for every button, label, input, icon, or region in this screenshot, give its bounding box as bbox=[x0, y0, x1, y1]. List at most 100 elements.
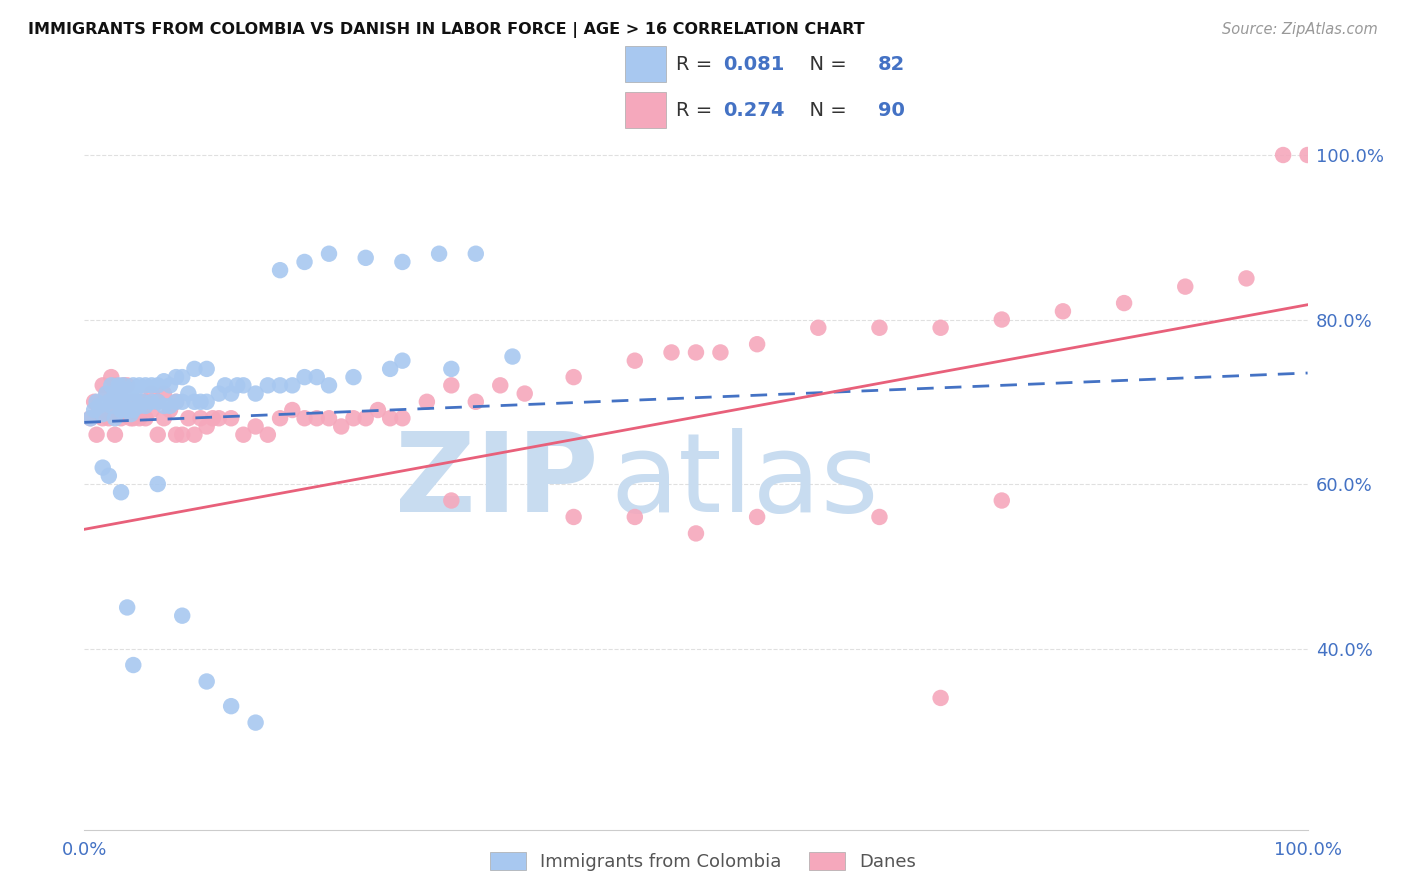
Point bbox=[125, 394, 148, 409]
Point bbox=[305, 411, 328, 425]
Point bbox=[146, 378, 169, 392]
Point bbox=[153, 411, 176, 425]
Point bbox=[330, 419, 353, 434]
Point bbox=[125, 383, 148, 397]
Point bbox=[165, 427, 187, 442]
Point bbox=[281, 378, 304, 392]
Point bbox=[96, 386, 118, 401]
Point bbox=[318, 246, 340, 260]
Point bbox=[219, 699, 242, 714]
Point bbox=[120, 407, 142, 421]
Point bbox=[107, 386, 129, 401]
Point bbox=[183, 394, 205, 409]
Point bbox=[87, 399, 110, 413]
Point bbox=[115, 600, 138, 615]
Point bbox=[380, 362, 402, 376]
Point bbox=[489, 378, 512, 392]
Point bbox=[354, 411, 377, 425]
Point bbox=[269, 378, 291, 392]
Point bbox=[141, 378, 163, 392]
Text: 0.081: 0.081 bbox=[723, 55, 785, 74]
Point bbox=[107, 394, 129, 409]
Text: R =: R = bbox=[676, 101, 718, 120]
Point bbox=[391, 255, 413, 269]
Text: IMMIGRANTS FROM COLOMBIA VS DANISH IN LABOR FORCE | AGE > 16 CORRELATION CHART: IMMIGRANTS FROM COLOMBIA VS DANISH IN LA… bbox=[28, 22, 865, 38]
Point bbox=[318, 411, 340, 425]
Point bbox=[132, 394, 155, 409]
Point bbox=[159, 378, 181, 392]
Point bbox=[79, 411, 101, 425]
Point bbox=[172, 394, 194, 409]
Point bbox=[165, 394, 187, 409]
Point bbox=[354, 251, 377, 265]
Point bbox=[104, 427, 127, 442]
Point bbox=[219, 386, 242, 401]
Point bbox=[440, 493, 463, 508]
Point bbox=[624, 510, 647, 524]
Point bbox=[869, 320, 891, 334]
Point bbox=[562, 370, 585, 384]
Point bbox=[110, 403, 132, 417]
Point bbox=[135, 399, 157, 413]
Point bbox=[380, 411, 402, 425]
Point bbox=[208, 386, 231, 401]
Point bbox=[125, 394, 148, 409]
Point bbox=[96, 386, 118, 401]
Point bbox=[177, 411, 200, 425]
Point bbox=[115, 403, 138, 417]
Point bbox=[100, 370, 122, 384]
Point bbox=[97, 411, 120, 425]
Point bbox=[120, 411, 142, 425]
Bar bbox=[626, 45, 665, 82]
Point bbox=[294, 255, 316, 269]
Point bbox=[110, 394, 132, 409]
Point bbox=[464, 246, 486, 260]
Point bbox=[807, 320, 830, 334]
Point bbox=[318, 378, 340, 392]
Point bbox=[226, 378, 249, 392]
Point bbox=[153, 374, 176, 388]
Point bbox=[172, 608, 194, 623]
Point bbox=[104, 386, 127, 401]
Point bbox=[91, 378, 114, 392]
Point bbox=[464, 394, 486, 409]
Point bbox=[562, 510, 585, 524]
Point bbox=[86, 427, 108, 442]
Text: 0.274: 0.274 bbox=[723, 101, 785, 120]
Point bbox=[208, 411, 231, 425]
Point bbox=[183, 427, 205, 442]
Text: N =: N = bbox=[797, 55, 853, 74]
Point bbox=[110, 383, 132, 397]
Point bbox=[146, 477, 169, 491]
Point bbox=[513, 386, 536, 401]
Point bbox=[195, 362, 218, 376]
Point bbox=[79, 411, 101, 425]
Point bbox=[257, 427, 280, 442]
Point bbox=[685, 526, 707, 541]
Point bbox=[245, 386, 267, 401]
Point bbox=[190, 411, 212, 425]
Point bbox=[104, 403, 127, 417]
Point bbox=[120, 386, 142, 401]
Point bbox=[122, 403, 145, 417]
Point bbox=[115, 394, 138, 409]
Point bbox=[100, 378, 122, 392]
Point bbox=[159, 403, 181, 417]
Point bbox=[929, 690, 952, 705]
Point bbox=[91, 411, 114, 425]
Point bbox=[91, 460, 114, 475]
Point bbox=[427, 246, 450, 260]
Point bbox=[219, 411, 242, 425]
Text: Source: ZipAtlas.com: Source: ZipAtlas.com bbox=[1222, 22, 1378, 37]
Text: 90: 90 bbox=[879, 101, 905, 120]
Point bbox=[112, 403, 135, 417]
Point bbox=[115, 386, 138, 401]
Point bbox=[342, 411, 364, 425]
Point bbox=[91, 407, 114, 421]
Bar bbox=[626, 92, 665, 128]
Point bbox=[624, 353, 647, 368]
Point bbox=[128, 378, 150, 392]
Point bbox=[245, 419, 267, 434]
Point bbox=[294, 411, 316, 425]
Point bbox=[1272, 148, 1295, 162]
